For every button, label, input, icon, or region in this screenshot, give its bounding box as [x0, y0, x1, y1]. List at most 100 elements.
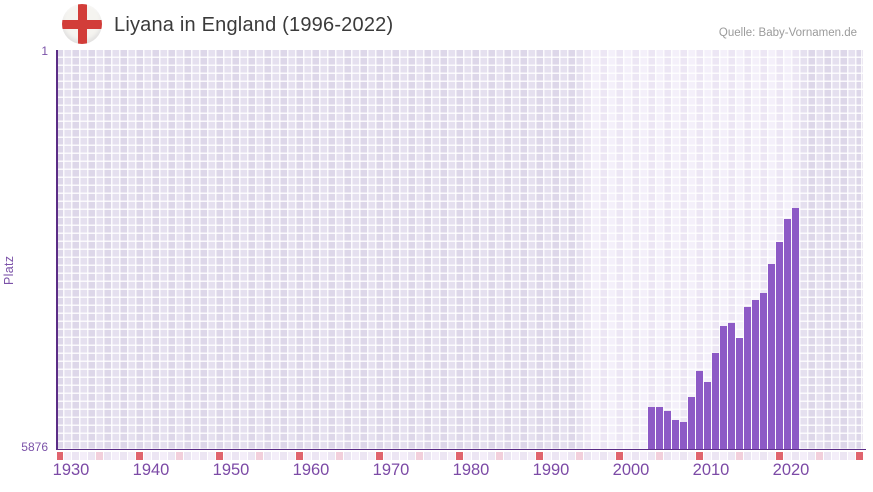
bar-2013 [719, 325, 727, 450]
year-tick-2028 [839, 451, 847, 460]
year-tick-1970 [375, 451, 383, 460]
year-tick-1998 [599, 451, 607, 460]
year-tick-1971 [383, 451, 391, 460]
year-tick-1930 [57, 451, 63, 460]
year-tick-1985 [495, 451, 503, 460]
year-tick-1992 [551, 451, 559, 460]
year-tick-2029 [847, 451, 855, 460]
bar-2010 [695, 371, 703, 450]
year-tick-2006 [663, 451, 671, 460]
year-tick-2008 [679, 451, 687, 460]
year-tick-1980 [455, 451, 463, 460]
year-tick-1964 [327, 451, 335, 460]
year-tick-2000 [615, 451, 623, 460]
year-tick-1977 [431, 451, 439, 460]
year-tick-1934 [87, 451, 95, 460]
chart-title: Liyana in England (1996-2022) [114, 14, 394, 36]
year-tick-1974 [407, 451, 415, 460]
year-tick-1960 [295, 451, 303, 460]
year-tick-1940 [135, 451, 143, 460]
year-tick-1932 [71, 451, 79, 460]
flag-cross-vertical [77, 4, 87, 44]
year-tick-2012 [711, 451, 719, 460]
year-tick-2004 [647, 451, 655, 460]
year-tick-2014 [727, 451, 735, 460]
year-tick-1944 [167, 451, 175, 460]
year-tick-2015 [735, 451, 743, 460]
y-axis-tick-top: 1 [41, 44, 48, 58]
year-tick-1950 [215, 451, 223, 460]
x-tick-label-1960: 1960 [292, 461, 330, 479]
bar-2019 [767, 264, 775, 450]
year-tick-1996 [583, 451, 591, 460]
year-tick-2020 [775, 451, 783, 460]
bar-2008 [679, 421, 687, 450]
year-tick-1938 [119, 451, 127, 460]
year-tick-2027 [831, 451, 839, 460]
year-tick-1963 [319, 451, 327, 460]
year-tick-2009 [687, 451, 695, 460]
year-tick-1982 [471, 451, 479, 460]
england-flag-icon [62, 4, 102, 44]
year-tick-2024 [807, 451, 815, 460]
year-tick-2023 [799, 451, 807, 460]
year-tick-1995 [575, 451, 583, 460]
x-tick-label-1930: 1930 [52, 461, 90, 479]
year-tick-1989 [527, 451, 535, 460]
year-tick-2030 [855, 451, 863, 460]
year-tick-1966 [343, 451, 351, 460]
year-tick-1965 [335, 451, 343, 460]
year-tick-1969 [367, 451, 375, 460]
year-tick-1984 [487, 451, 495, 460]
year-tick-2021 [783, 451, 791, 460]
year-tick-2013 [719, 451, 727, 460]
year-tick-1954 [247, 451, 255, 460]
year-tick-1990 [535, 451, 543, 460]
year-tick-2026 [823, 451, 831, 460]
year-tick-1988 [519, 451, 527, 460]
y-axis-line [55, 50, 58, 450]
year-tick-1978 [439, 451, 447, 460]
x-axis-line [55, 448, 866, 451]
year-tick-1956 [263, 451, 271, 460]
year-tick-1979 [447, 451, 455, 460]
x-tick-label-2000: 2000 [612, 461, 650, 479]
year-tick-1957 [271, 451, 279, 460]
x-tick-label-1990: 1990 [532, 461, 570, 479]
year-tick-2011 [703, 451, 711, 460]
bar-2011 [703, 382, 711, 450]
source-attribution: Quelle: Baby-Vornamen.de [718, 27, 857, 39]
year-tick-1968 [359, 451, 367, 460]
bar-2007 [671, 420, 679, 450]
year-tick-1948 [199, 451, 207, 460]
bar-2005 [655, 406, 663, 450]
bar-2014 [727, 323, 735, 450]
year-tick-1981 [463, 451, 471, 460]
year-tick-2003 [639, 451, 647, 460]
year-tick-1952 [231, 451, 239, 460]
year-tick-2018 [759, 451, 767, 460]
year-tick-1949 [207, 451, 215, 460]
year-tick-1947 [191, 451, 199, 460]
year-tick-1994 [567, 451, 575, 460]
year-tick-1976 [423, 451, 431, 460]
year-tick-1975 [415, 451, 423, 460]
year-tick-2002 [631, 451, 639, 460]
year-tick-1935 [95, 451, 103, 460]
x-tick-label-1970: 1970 [372, 461, 410, 479]
year-tick-1962 [311, 451, 319, 460]
x-tick-label-2020: 2020 [772, 461, 810, 479]
y-axis-tick-bottom: 5876 [21, 440, 48, 454]
year-tick-1999 [607, 451, 615, 460]
year-tick-1955 [255, 451, 263, 460]
year-tick-1951 [223, 451, 231, 460]
year-tick-2001 [623, 451, 631, 460]
year-tick-1983 [479, 451, 487, 460]
year-tick-1967 [351, 451, 359, 460]
year-tick-1943 [159, 451, 167, 460]
year-tick-2022 [791, 451, 799, 460]
x-tick-label-2010: 2010 [692, 461, 730, 479]
year-tick-1972 [391, 451, 399, 460]
year-tick-2007 [671, 451, 679, 460]
